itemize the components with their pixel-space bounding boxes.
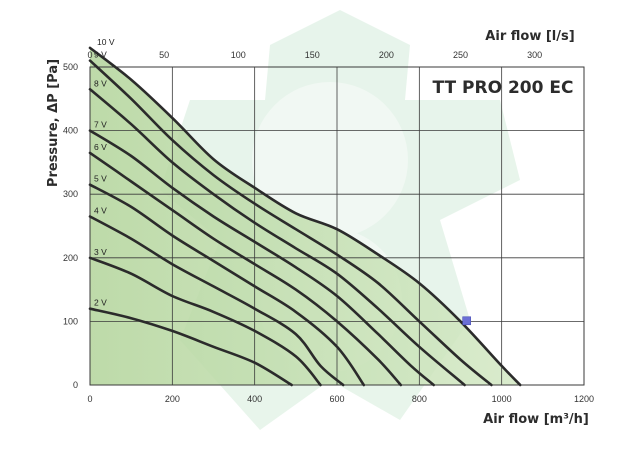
y-tick-label: 300	[63, 189, 78, 199]
curve-9v	[88, 59, 493, 387]
x2-tick-label: 0	[87, 50, 92, 60]
x2-tick-label: 300	[527, 50, 542, 60]
curve-2v	[88, 307, 293, 387]
curve-8v	[88, 88, 466, 387]
curve-label-8v: 8 V	[94, 78, 107, 88]
x2-tick-label: 100	[231, 50, 246, 60]
fan-curves	[88, 46, 522, 387]
y-axis-title: Pressure, ΔP [Pa]	[46, 59, 61, 187]
curve-label-3v: 3 V	[94, 247, 107, 257]
x2-tick-label: 50	[159, 50, 169, 60]
x2-tick-label: 200	[379, 50, 394, 60]
operating-point-marker	[462, 316, 471, 326]
operating-point	[462, 316, 471, 326]
x-tick-label: 600	[329, 394, 344, 404]
x2-axis-title: Air flow [l/s]	[485, 29, 574, 44]
y-tick-label: 400	[63, 126, 78, 136]
x-tick-label: 200	[165, 394, 180, 404]
operating-area-fill	[90, 47, 521, 386]
x-tick-label: 0	[87, 394, 92, 404]
curve-5v	[88, 183, 366, 387]
operating-area	[90, 47, 521, 386]
curve-3v	[88, 256, 322, 387]
y-tick-label: 500	[63, 62, 78, 72]
x2-tick-label: 150	[305, 50, 320, 60]
curve-label-7v: 7 V	[94, 120, 107, 130]
y-tick-label: 0	[73, 380, 78, 390]
x-tick-label: 800	[412, 394, 427, 404]
voltage-labels: 10 V 9 V 8 V 7 V 6 V 5 V 4 V 3 V 2 V	[94, 37, 115, 308]
curve-label-5v: 5 V	[94, 174, 107, 184]
curve-6v	[88, 151, 403, 387]
y-tick-label: 200	[63, 253, 78, 263]
curve-label-9v: 9 V	[94, 50, 107, 60]
curve-label-6v: 6 V	[94, 142, 107, 152]
curve-label-4v: 4 V	[94, 205, 107, 215]
plot-frame	[89, 66, 585, 386]
chart-title: TT PRO 200 EC	[433, 78, 574, 98]
x-tick-label: 1000	[492, 394, 512, 404]
curve-label-10v: 10 V	[97, 37, 115, 47]
x-axis-title: Air flow [m³/h]	[483, 412, 589, 427]
y-tick-label: 100	[63, 316, 78, 326]
curve-label-2v: 2 V	[94, 298, 107, 308]
tick-labels: 0 200 400 600 800 1000 1200 0 50 100 150 200 250 300 0…	[63, 50, 594, 404]
x2-tick-label: 250	[453, 50, 468, 60]
x-tick-label: 400	[247, 394, 262, 404]
x-tick-label: 1200	[574, 394, 594, 404]
curve-7v	[88, 129, 435, 387]
curve-4v	[88, 215, 345, 387]
